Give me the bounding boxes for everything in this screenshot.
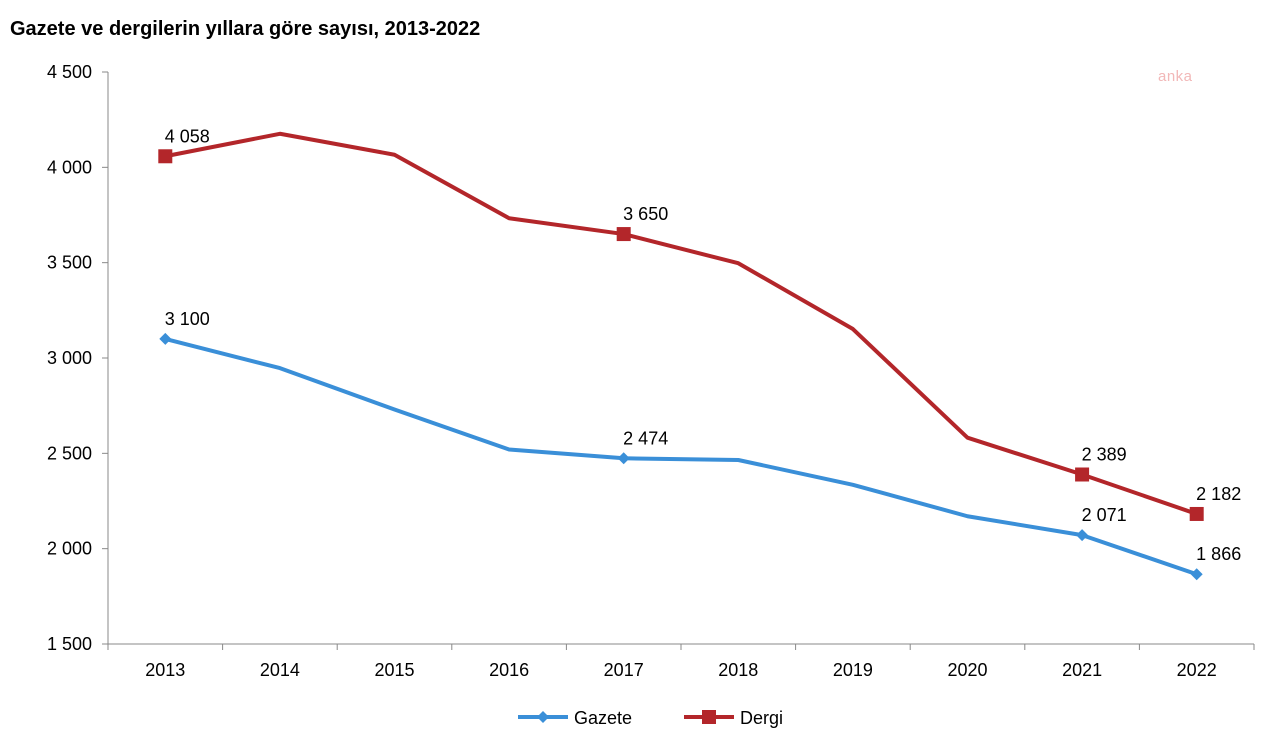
y-tick-label: 2 500 — [47, 443, 92, 463]
data-label-dergi: 4 058 — [165, 126, 210, 146]
x-tick-label: 2013 — [145, 660, 185, 680]
data-point-gazete — [1190, 568, 1203, 581]
data-point-dergi — [1189, 506, 1204, 521]
y-tick-label: 3 000 — [47, 348, 92, 368]
y-tick-label: 3 500 — [47, 253, 92, 273]
series-dergi — [158, 131, 1204, 521]
data-label-gazete: 1 866 — [1196, 544, 1241, 564]
data-point-dergi — [1075, 467, 1090, 482]
data-point-dergi — [158, 149, 173, 164]
x-tick-label: 2018 — [718, 660, 758, 680]
series-line-dergi — [164, 131, 1198, 516]
x-tick-label: 2022 — [1177, 660, 1217, 680]
data-point-dergi — [616, 227, 631, 242]
chart-axes: 1 500 2 000 2 500 3 000 3 500 4 000 4 500 2013 2… — [47, 62, 1255, 680]
x-tick-label: 2014 — [260, 660, 300, 680]
x-tick-label: 2016 — [489, 660, 529, 680]
data-label-dergi: 3 650 — [623, 204, 668, 224]
data-label-dergi: 2 389 — [1082, 444, 1127, 464]
y-tick-label: 4 000 — [47, 157, 92, 177]
y-tick-label: 1 500 — [47, 634, 92, 654]
data-label-gazete: 3 100 — [165, 309, 210, 329]
data-label-gazete: 2 071 — [1082, 505, 1127, 525]
x-tick-label: 2021 — [1062, 660, 1102, 680]
x-tick-label: 2015 — [374, 660, 414, 680]
legend: Gazete Dergi — [518, 708, 783, 728]
series-layer — [158, 131, 1204, 581]
data-point-gazete — [1076, 529, 1089, 542]
legend-label-dergi: Dergi — [740, 708, 783, 728]
y-tick-label: 2 000 — [47, 539, 92, 559]
data-label-dergi: 2 182 — [1196, 484, 1241, 504]
legend-marker-dergi — [702, 710, 716, 724]
data-point-gazete — [617, 452, 630, 465]
legend-label-gazete: Gazete — [574, 708, 632, 728]
series-line-gazete — [164, 336, 1198, 577]
x-tick-label: 2019 — [833, 660, 873, 680]
series-gazete — [159, 332, 1203, 581]
legend-item-gazete: Gazete — [518, 708, 632, 728]
chart-title: Gazete ve dergilerin yıllara göre sayısı… — [10, 18, 481, 40]
data-point-gazete — [159, 332, 172, 345]
legend-item-dergi: Dergi — [684, 708, 783, 728]
watermark-logo: anka — [1158, 68, 1193, 85]
x-tick-label: 2020 — [947, 660, 987, 680]
x-tick-label: 2017 — [604, 660, 644, 680]
data-labels: 3 100 2 474 2 071 1 866 4 058 3 650 2 389 2 182 — [165, 126, 1241, 564]
y-tick-label: 4 500 — [47, 62, 92, 82]
data-label-gazete: 2 474 — [623, 428, 668, 448]
legend-marker-gazete — [537, 711, 549, 723]
